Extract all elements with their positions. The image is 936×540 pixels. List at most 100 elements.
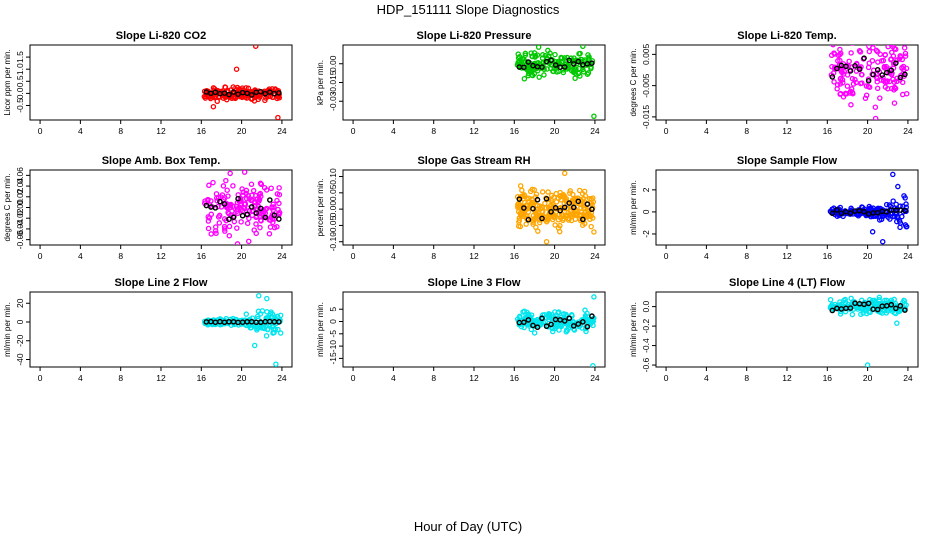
black-series-point (539, 315, 545, 322)
series-point (214, 98, 220, 105)
series-point (858, 311, 864, 318)
panel-title: Slope Li-820 CO2 (116, 30, 206, 42)
black-series-point (534, 324, 541, 331)
panel-title: Slope Gas Stream RH (417, 155, 530, 167)
black-series-point (543, 195, 550, 202)
series-point (572, 75, 578, 82)
series-point (837, 311, 844, 317)
series-point (901, 298, 908, 304)
x-tick-label: 20 (863, 373, 873, 383)
x-tick-label: 24 (903, 251, 913, 261)
black-series-point (217, 198, 223, 205)
series-point (264, 295, 270, 302)
x-tick-label: 24 (277, 373, 287, 383)
panel-title: Slope Line 4 (LT) Flow (729, 277, 845, 289)
black-series-point (534, 196, 541, 203)
series-point (252, 45, 259, 49)
series-point (560, 69, 567, 76)
black-series-point (861, 55, 867, 61)
series-point (591, 229, 597, 235)
series-point (276, 209, 283, 216)
series-point (882, 297, 888, 304)
series-point (257, 224, 263, 231)
black-series-point (516, 196, 523, 202)
black-series-point (230, 89, 237, 95)
black-series-point (902, 307, 908, 313)
black-series-point (834, 65, 840, 72)
black-series-point (584, 201, 591, 207)
series-point (522, 59, 529, 65)
series-point (896, 56, 903, 62)
series-point (235, 322, 242, 328)
series-point (540, 52, 546, 58)
series-point (234, 225, 240, 231)
panel-9: Slope Line 4 (LT) Flow 0 4 8 12 16 20 24 -0.6 -0.… (629, 277, 919, 383)
points-layer (514, 294, 597, 367)
y-axis-label: kPa per min. (316, 60, 325, 105)
black-series-point (539, 215, 545, 222)
series-point (275, 114, 281, 120)
points-layer (201, 45, 283, 120)
x-tick-label: 16 (510, 251, 520, 261)
series-point (591, 294, 597, 300)
series-point (577, 73, 583, 79)
series-point (530, 221, 536, 227)
series-point (258, 208, 265, 215)
y-tick-label: -0.005 (641, 73, 651, 97)
series-point (883, 63, 890, 70)
series-point (539, 189, 546, 195)
series-point (234, 241, 241, 245)
series-point (536, 74, 542, 80)
series-point (263, 205, 270, 212)
black-series-point (902, 71, 908, 78)
series-point (837, 57, 843, 64)
points-layer (201, 292, 284, 367)
series-point (900, 63, 907, 70)
black-series-point (829, 74, 836, 80)
series-point (520, 309, 526, 315)
series-point (250, 187, 257, 194)
series-point (891, 100, 898, 106)
black-series-point (557, 207, 563, 214)
y-tick-label: 0.00 (15, 199, 25, 216)
series-point (585, 52, 591, 58)
series-point (545, 204, 552, 211)
y-tick-label: -0.6 (641, 357, 651, 372)
series-point (576, 323, 582, 330)
series-point (273, 361, 279, 367)
series-point (515, 203, 521, 209)
black-series-point (847, 305, 854, 311)
x-tick-label: 4 (704, 126, 709, 136)
series-point (536, 219, 543, 226)
y-tick-label: -0.015 (328, 70, 338, 94)
series-point (894, 320, 900, 326)
black-series-point (589, 206, 595, 213)
series-point (858, 71, 865, 78)
black-series-point (874, 306, 881, 313)
panel-8: Slope Line 3 Flow 0 4 8 12 16 20 24 -15-10 -5 0 5ml… (316, 277, 606, 383)
black-series-point (561, 64, 568, 70)
series-point (221, 226, 228, 232)
black-series-point (221, 201, 228, 207)
series-point (263, 333, 270, 339)
x-tick-label: 16 (197, 251, 207, 261)
y-tick-label: 0 (328, 319, 338, 324)
series-point (551, 194, 557, 200)
black-series-point (221, 90, 228, 96)
black-series-point (521, 205, 527, 211)
panel-title: Slope Li-820 Pressure (417, 30, 532, 42)
black-series-point (874, 66, 881, 73)
series-point (231, 218, 238, 225)
black-series-point (267, 197, 273, 203)
series-point (865, 64, 872, 71)
black-series-point (276, 90, 282, 96)
points-layer (828, 38, 910, 120)
series-point (584, 71, 591, 77)
series-point (837, 90, 844, 97)
series-point (846, 58, 852, 65)
x-tick-label: 8 (431, 251, 436, 261)
series-point (837, 38, 841, 42)
y-tick-label: 0.5 (15, 75, 25, 87)
black-series-point (847, 210, 854, 216)
black-series-point (226, 91, 232, 98)
